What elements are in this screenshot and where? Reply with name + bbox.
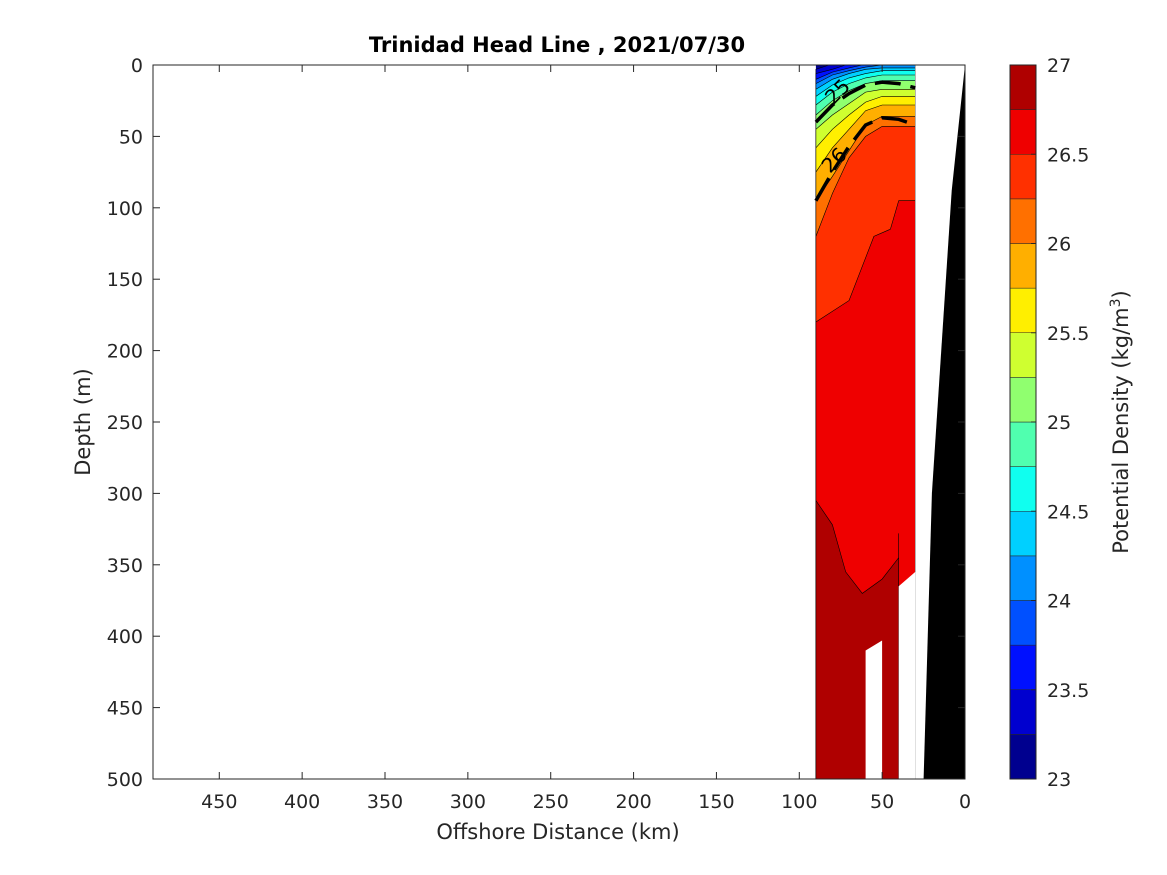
colorbar-swatch xyxy=(1009,689,1037,735)
y-tick-label: 300 xyxy=(107,483,143,505)
colorbar-swatch xyxy=(1009,600,1037,646)
colorbar-tick-label: 23 xyxy=(1047,769,1071,791)
x-tick-label: 450 xyxy=(201,791,237,813)
y-axis-label: Depth (m) xyxy=(71,368,95,475)
y-tick-label: 150 xyxy=(107,269,143,291)
colorbar-swatch xyxy=(1009,555,1037,601)
colorbar-swatch xyxy=(1009,377,1037,423)
contour-line-25 xyxy=(814,80,916,124)
x-axis-label: Offshore Distance (km) xyxy=(436,820,679,844)
colorbar-swatch xyxy=(1009,734,1037,780)
colorbar-swatch xyxy=(1009,421,1037,467)
y-tick-label: 450 xyxy=(107,698,143,720)
y-tick-label: 350 xyxy=(107,555,143,577)
colorbar-tick-label: 27 xyxy=(1047,55,1071,77)
colorbar-swatch xyxy=(1009,511,1037,557)
colorbar-swatch xyxy=(1009,644,1037,690)
x-tick-label: 50 xyxy=(870,791,894,813)
y-tick-label: 400 xyxy=(107,626,143,648)
colorbar-swatch xyxy=(1009,287,1037,333)
colorbar-tick-label: 24 xyxy=(1047,591,1071,613)
contour-fills xyxy=(815,64,965,780)
colorbar-swatch xyxy=(1009,64,1037,110)
bathymetry-seafloor xyxy=(923,65,965,779)
chart-title: Trinidad Head Line , 2021/07/30 xyxy=(369,33,745,57)
bathymetry-layer xyxy=(923,65,965,779)
x-tick-label: 150 xyxy=(698,791,734,813)
x-tick-label: 250 xyxy=(533,791,569,813)
y-tick-label: 50 xyxy=(119,126,143,148)
contour-lines xyxy=(814,80,916,202)
colorbar-swatch xyxy=(1009,109,1037,155)
x-tick-label: 0 xyxy=(959,791,971,813)
colorbar-swatch xyxy=(1009,243,1037,289)
colorbar-tick-label: 25 xyxy=(1047,412,1071,434)
y-tick-label: 100 xyxy=(107,198,143,220)
colorbar-tick-label: 23.5 xyxy=(1047,680,1089,702)
x-tick-label: 400 xyxy=(284,791,320,813)
colorbar-swatch xyxy=(1009,466,1037,512)
colorbar-swatch xyxy=(1009,198,1037,244)
colorbar-frame xyxy=(1009,64,1037,780)
x-tick-label: 350 xyxy=(367,791,403,813)
colorbar: 23 23.5 24 24.5 25 25.5 26 26.5 27 Potential Den… xyxy=(1009,55,1133,791)
y-tick-label: 200 xyxy=(107,341,143,363)
y-tick-label: 250 xyxy=(107,412,143,434)
contour-line-26 xyxy=(814,116,916,202)
x-axis: 450 400 350 300 250 200 150 100 50 0 xyxy=(201,65,971,813)
x-tick-label: 300 xyxy=(450,791,486,813)
colorbar-swatch xyxy=(1009,154,1037,200)
y-tick-label: 0 xyxy=(131,55,143,77)
colorbar-swatch xyxy=(1009,332,1037,378)
colorbar-tick-label: 26 xyxy=(1047,234,1071,256)
colorbar-label: Potential Density (kg/m3) xyxy=(1108,290,1133,554)
x-tick-label: 100 xyxy=(781,791,817,813)
colorbar-tick-label: 25.5 xyxy=(1047,323,1089,345)
colorbar-tick-label: 24.5 xyxy=(1047,501,1089,523)
x-tick-label: 200 xyxy=(615,791,651,813)
no-data-area-1 xyxy=(898,433,916,779)
y-axis: 0 50 100 150 200 250 300 350 400 450 500 xyxy=(107,55,965,791)
no-data-area-0 xyxy=(865,640,883,779)
colorbar-tick-label: 26.5 xyxy=(1047,144,1089,166)
y-tick-label: 500 xyxy=(107,769,143,791)
colorbar-ticks: 23 23.5 24 24.5 25 25.5 26 26.5 27 xyxy=(1031,55,1089,791)
